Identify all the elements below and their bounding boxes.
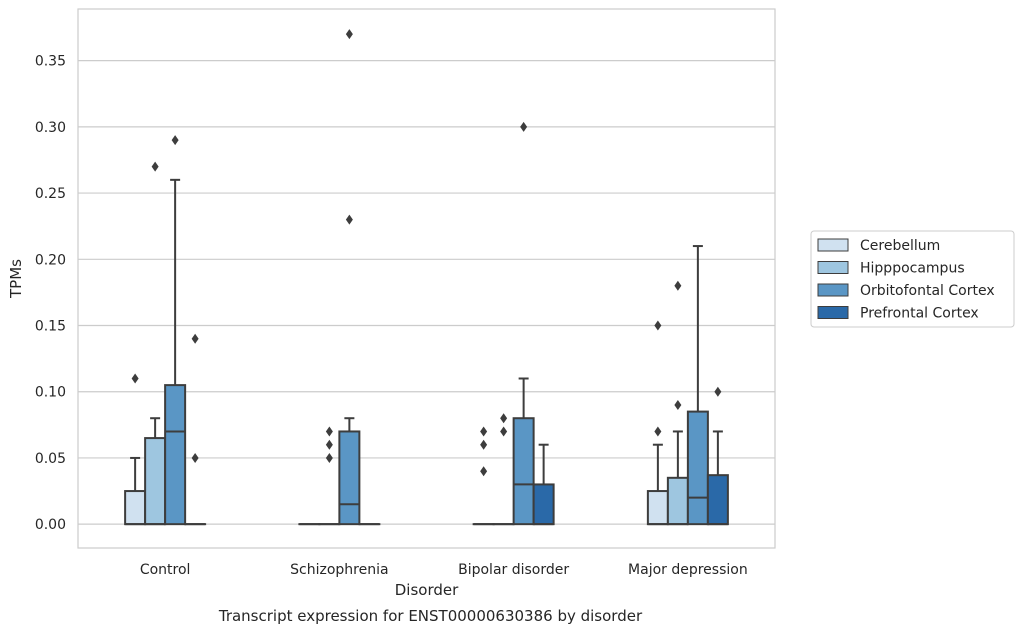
box-body [145, 438, 165, 524]
outlier-point [500, 413, 507, 423]
outlier-point [654, 426, 661, 436]
outlier-point [192, 453, 199, 463]
chart-caption: Transcript expression for ENST0000063038… [218, 607, 643, 625]
outlier-point [714, 387, 721, 397]
x-tick-label: Schizophrenia [290, 562, 388, 578]
outlier-point [132, 373, 139, 383]
box-group [514, 122, 534, 524]
y-tick-label: 0.10 [35, 385, 66, 401]
legend-swatch [818, 284, 848, 296]
box-group [688, 246, 708, 524]
box-group [125, 373, 145, 524]
box-group [319, 426, 339, 524]
outlier-point [326, 426, 333, 436]
boxes [125, 29, 728, 524]
y-tick-label: 0.15 [35, 319, 66, 335]
outlier-point [346, 215, 353, 225]
box-group [145, 162, 165, 525]
x-axis-label: Disorder [395, 581, 459, 599]
outlier-point [326, 453, 333, 463]
legend-swatch [818, 239, 848, 251]
box-group [339, 29, 359, 524]
y-tick-label: 0.20 [35, 252, 66, 268]
outlier-point [674, 400, 681, 410]
outlier-point [480, 440, 487, 450]
outlier-point [152, 162, 159, 172]
outlier-point [480, 426, 487, 436]
box-body [534, 484, 554, 524]
box-group [494, 413, 514, 524]
outlier-point [172, 135, 179, 145]
box-group [474, 426, 494, 524]
box-body [668, 478, 688, 524]
legend-label: Hipppocampus [860, 261, 965, 277]
outlier-point [654, 321, 661, 331]
box-body [688, 412, 708, 525]
box-body [339, 431, 359, 524]
box-group [708, 387, 728, 524]
y-tick-label: 0.35 [35, 54, 66, 70]
box-body [125, 491, 145, 524]
y-axis-label: TPMs [7, 259, 25, 299]
y-axis-ticks: 0.00 0.05 0.10 0.15 0.20 0.25 0.30 0.35 [35, 54, 66, 534]
x-tick-label: Major depression [628, 562, 748, 578]
outlier-point [480, 466, 487, 476]
box-body [514, 418, 534, 524]
outlier-point [346, 29, 353, 39]
x-tick-label: Bipolar disorder [458, 562, 569, 578]
outlier-point [500, 426, 507, 436]
legend-swatch [818, 307, 848, 319]
legend-label: Prefrontal Cortex [860, 306, 979, 322]
legend-label: Orbitofontal Cortex [860, 283, 995, 299]
box-group [185, 334, 205, 524]
box-body [708, 475, 728, 524]
y-tick-label: 0.25 [35, 186, 66, 202]
x-axis-ticks: Control Schizophrenia Bipolar disorder Majo… [140, 562, 748, 578]
outlier-point [520, 122, 527, 132]
box-group [668, 281, 688, 524]
outlier-point [326, 440, 333, 450]
x-tick-label: Control [140, 562, 191, 578]
legend-swatch [818, 262, 848, 274]
box-group [534, 445, 554, 524]
outlier-point [192, 334, 199, 344]
box-group [648, 321, 668, 525]
box-body [648, 491, 668, 524]
legend-label: Cerebellum [860, 238, 940, 254]
legend: Cerebellum Hipppocampus Orbitofontal Corte… [811, 231, 1014, 327]
y-tick-label: 0.05 [35, 451, 66, 467]
y-tick-label: 0.30 [35, 120, 66, 136]
box-body [165, 385, 185, 524]
outlier-point [674, 281, 681, 291]
y-tick-label: 0.00 [35, 517, 66, 533]
